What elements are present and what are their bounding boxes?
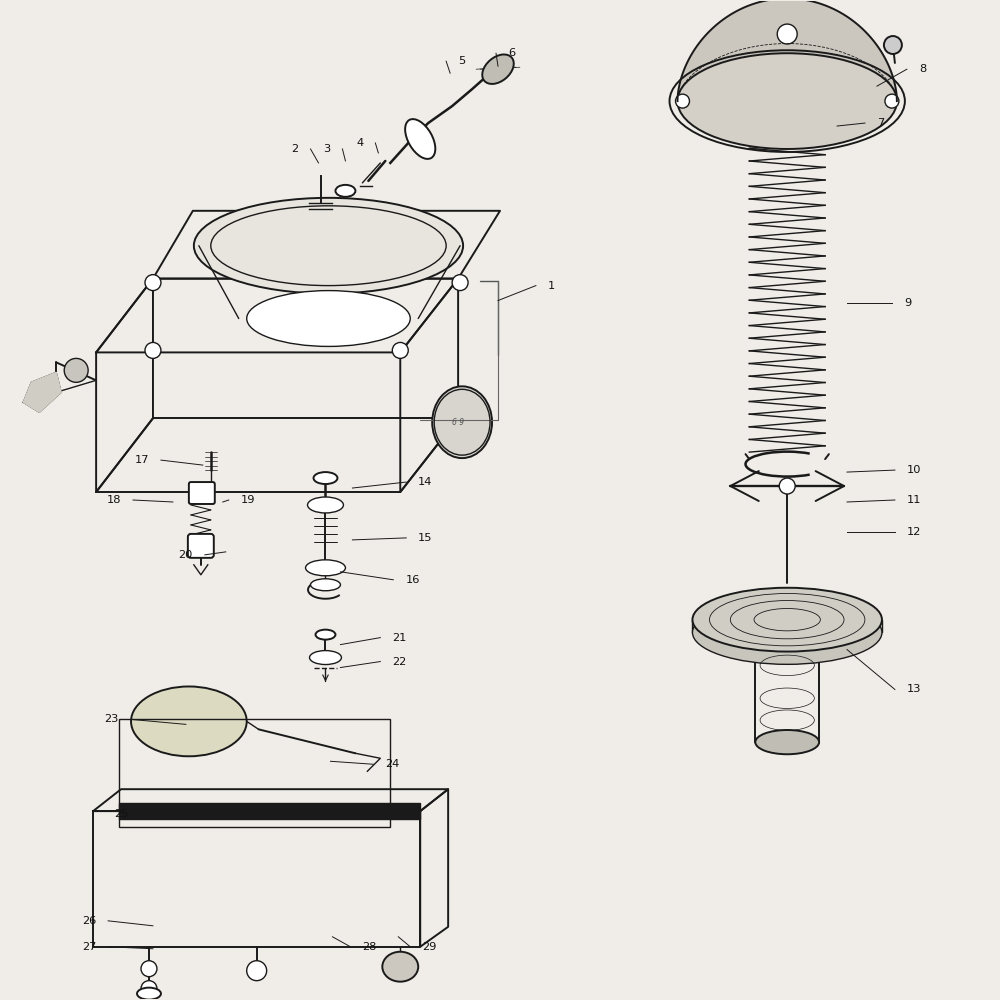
Circle shape (777, 24, 797, 44)
Text: 3: 3 (323, 144, 330, 154)
Text: 22: 22 (392, 657, 407, 667)
Text: 9: 9 (904, 298, 911, 308)
Text: 19: 19 (241, 495, 255, 505)
Ellipse shape (678, 53, 897, 149)
FancyBboxPatch shape (189, 482, 215, 504)
Text: 2: 2 (291, 144, 299, 154)
Ellipse shape (311, 579, 340, 591)
Text: 26: 26 (82, 916, 96, 926)
Text: 11: 11 (907, 495, 921, 505)
Text: 20: 20 (178, 550, 193, 560)
FancyBboxPatch shape (188, 534, 214, 558)
Ellipse shape (247, 291, 410, 346)
Bar (119, 803, 420, 819)
Ellipse shape (308, 497, 343, 513)
Text: 23: 23 (105, 714, 119, 724)
Circle shape (145, 275, 161, 291)
Ellipse shape (137, 988, 161, 1000)
Ellipse shape (482, 54, 514, 84)
Text: 29: 29 (422, 942, 437, 952)
Text: 7: 7 (877, 118, 884, 128)
Polygon shape (23, 372, 61, 412)
Ellipse shape (755, 730, 819, 754)
Ellipse shape (316, 630, 335, 640)
Circle shape (452, 275, 468, 291)
Circle shape (884, 36, 902, 54)
Circle shape (141, 981, 157, 997)
Circle shape (676, 94, 689, 108)
Circle shape (779, 478, 795, 494)
Text: 1: 1 (548, 281, 555, 291)
Circle shape (141, 961, 157, 977)
Text: 18: 18 (107, 495, 121, 505)
Text: 16: 16 (405, 575, 420, 585)
Text: 8: 8 (919, 64, 926, 74)
Ellipse shape (194, 198, 463, 294)
Circle shape (64, 358, 88, 382)
Text: 13: 13 (907, 684, 921, 694)
Ellipse shape (314, 472, 337, 484)
Ellipse shape (432, 386, 492, 458)
Text: 10: 10 (907, 465, 921, 475)
Ellipse shape (306, 560, 345, 576)
Circle shape (392, 342, 408, 358)
Text: 4: 4 (356, 138, 363, 148)
Text: 6: 6 (508, 48, 515, 58)
Text: 17: 17 (134, 455, 149, 465)
Text: 12: 12 (907, 527, 921, 537)
Ellipse shape (131, 686, 247, 756)
Ellipse shape (692, 588, 882, 652)
Circle shape (247, 961, 267, 981)
Text: 27: 27 (82, 942, 96, 952)
Text: 24: 24 (385, 759, 400, 769)
Text: 21: 21 (392, 633, 407, 643)
Ellipse shape (335, 185, 355, 197)
Ellipse shape (692, 601, 882, 664)
Text: 14: 14 (418, 477, 433, 487)
Circle shape (145, 342, 161, 358)
Bar (119, 719, 390, 827)
Text: 15: 15 (418, 533, 433, 543)
Ellipse shape (405, 119, 435, 159)
Text: 25: 25 (115, 809, 129, 819)
Text: 28: 28 (362, 942, 377, 952)
Ellipse shape (382, 952, 418, 982)
Ellipse shape (310, 651, 341, 665)
Circle shape (885, 94, 899, 108)
Text: 5: 5 (458, 56, 465, 66)
Text: 6 9: 6 9 (452, 418, 464, 427)
